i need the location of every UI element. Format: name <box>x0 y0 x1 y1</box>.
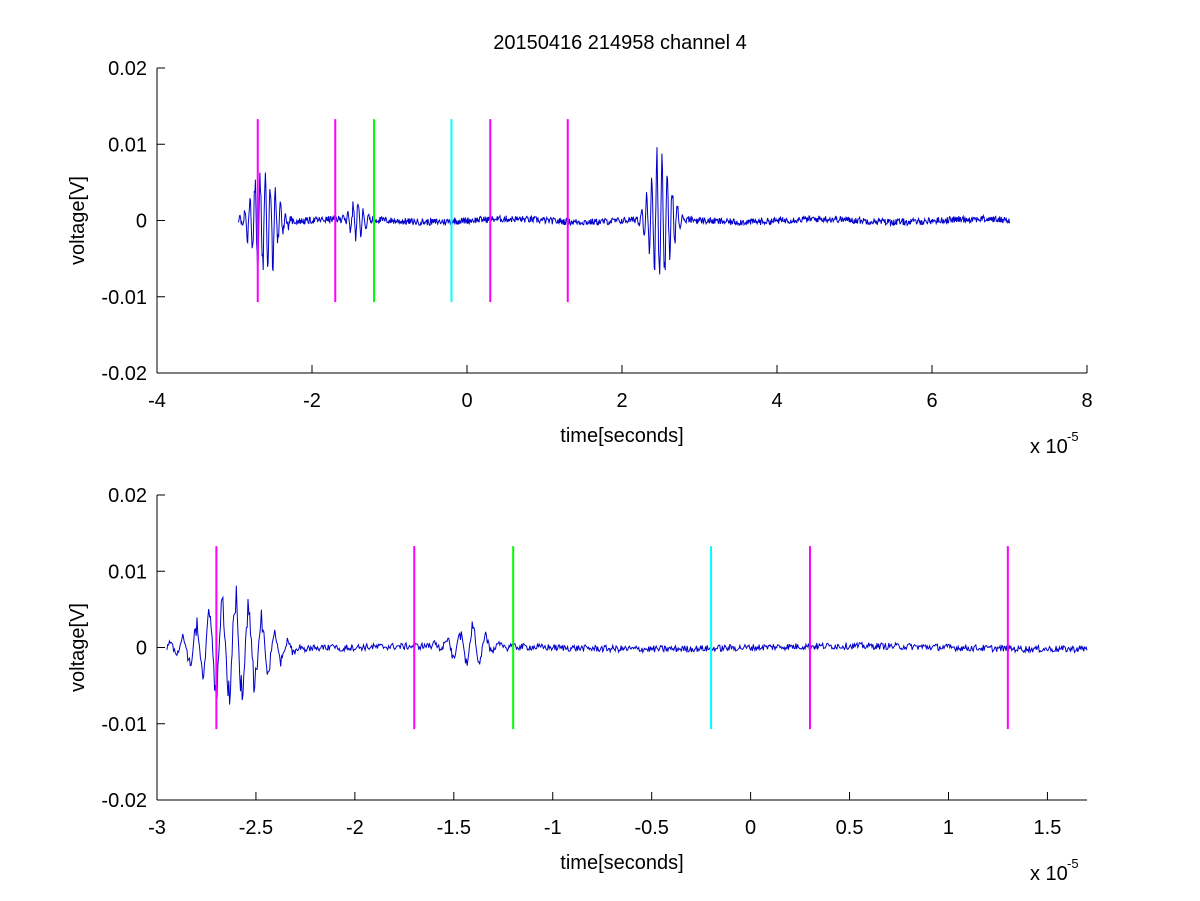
x-tick-label: -2 <box>346 817 364 839</box>
x-tick-label: -1 <box>544 817 562 839</box>
x-tick-label: 0.5 <box>836 817 864 839</box>
y-tick-label: -0.01 <box>101 714 147 736</box>
x-axis-label: time[seconds] <box>560 852 683 874</box>
x-tick-label: 0 <box>745 817 756 839</box>
y-axis-label: voltage[V] <box>67 176 89 265</box>
y-tick-label: 0.01 <box>108 134 147 156</box>
y-tick-label: 0.02 <box>108 58 147 80</box>
x-tick-label: 6 <box>926 390 937 412</box>
x-tick-label: -1.5 <box>437 817 471 839</box>
x-tick-label: 2 <box>616 390 627 412</box>
x-tick-label: 4 <box>771 390 782 412</box>
bottom-plot: -3 -2.5 -2 -1.5 -1 -0.5 0 0.5 1 1.5 -0.02 -0.01 0 0.0… <box>67 485 1088 885</box>
top-plot: -4 -2 0 2 4 6 8 -0.02 -0.01 0 0.01 0.02 time[seconds… <box>67 58 1093 458</box>
y-axis-label: voltage[V] <box>67 603 89 692</box>
x-tick-label: 1.5 <box>1034 817 1062 839</box>
y-tick-label: -0.01 <box>101 287 147 309</box>
signal-trace <box>237 147 1010 275</box>
x-tick-label: -2 <box>303 390 321 412</box>
figure-title: 20150416 214958 channel 4 <box>493 32 747 54</box>
x-exponent: -5 <box>1067 856 1079 871</box>
x-tick-label: 0 <box>461 390 472 412</box>
x-axis-label: time[seconds] <box>560 425 683 447</box>
y-tick-label: 0.02 <box>108 485 147 507</box>
y-tick-label: -0.02 <box>101 363 147 385</box>
x-exponent-label: x 10 <box>1030 436 1068 458</box>
y-tick-label: 0 <box>136 211 147 233</box>
y-tick-label: -0.02 <box>101 790 147 812</box>
x-tick-label: 8 <box>1081 390 1092 412</box>
signal-trace <box>166 585 1088 705</box>
x-tick-label: -2.5 <box>239 817 273 839</box>
x-tick-label: 1 <box>943 817 954 839</box>
y-tick-label: 0 <box>136 638 147 660</box>
x-tick-label: -4 <box>148 390 166 412</box>
x-exponent-label: x 10 <box>1030 863 1068 885</box>
x-tick-label: -0.5 <box>634 817 668 839</box>
x-tick-label: -3 <box>148 817 166 839</box>
y-tick-label: 0.01 <box>108 561 147 583</box>
x-exponent: -5 <box>1067 429 1079 444</box>
